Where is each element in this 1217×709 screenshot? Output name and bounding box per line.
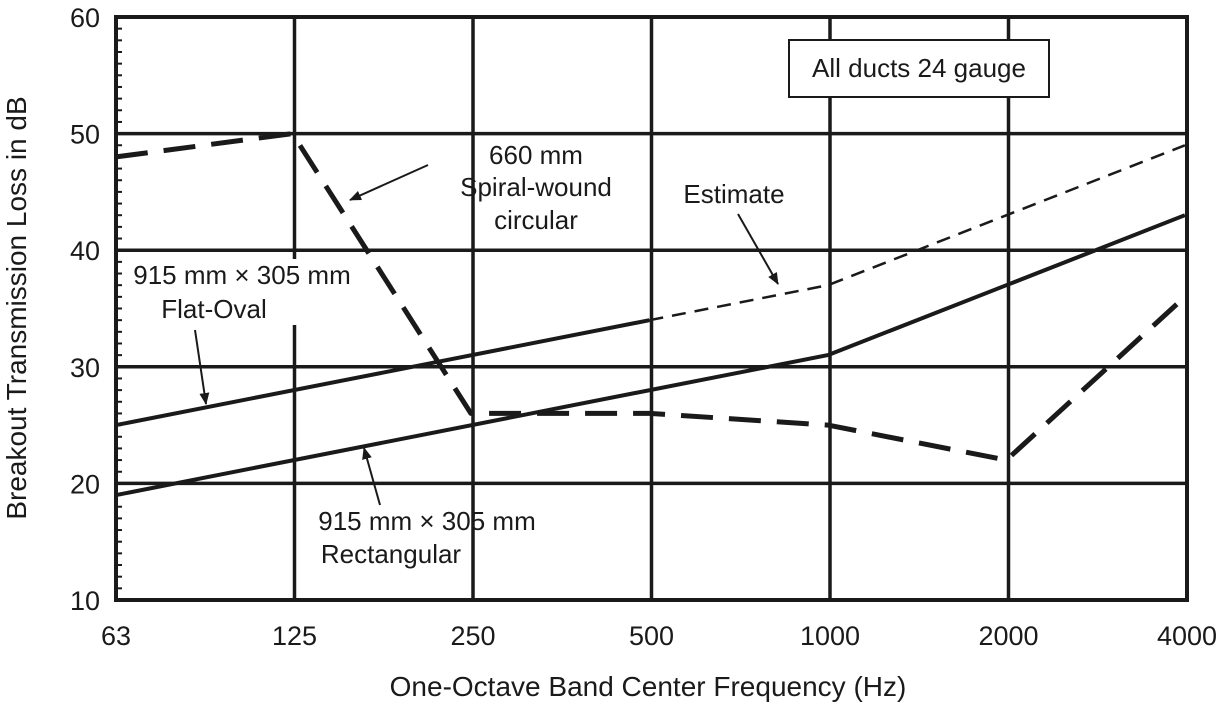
x-tick-label-500: 500 [629,621,674,651]
x-tick-label-4000: 4000 [1157,621,1217,651]
y-tick-label-20: 20 [70,469,100,499]
x-tick-label-125: 125 [272,621,317,651]
annotation-flat-oval-line1: 915 mm × 305 mm [133,260,350,290]
annotation-rectangular: 915 mm × 305 mm Rectangular [318,448,535,569]
annotation-spiral-line2: Spiral-wound [460,172,612,202]
x-tick-label-1000: 1000 [800,621,860,651]
y-tick-label-10: 10 [70,586,100,616]
y-tick-label-50: 50 [70,120,100,150]
annotation-spiral-line3: circular [494,205,578,235]
legend-box-text: All ducts 24 gauge [812,53,1026,83]
annotation-rectangular-line2: Rectangular [321,539,462,569]
x-tick-label-63: 63 [101,621,131,651]
annotation-rectangular-line1: 915 mm × 305 mm [318,506,535,536]
x-tick-label-2000: 2000 [978,621,1038,651]
y-tick-label-30: 30 [70,353,100,383]
annotation-flat-oval-line2: Flat-Oval [161,294,266,324]
y-tick-label-60: 60 [70,3,100,33]
annotation-flat-oval: 915 mm × 305 mm Flat-Oval [124,259,358,404]
y-axis-label: Breakout Transmission Loss in dB [1,96,32,519]
series-line-1 [649,145,1185,320]
x-axis-label: One-Octave Band Center Frequency (Hz) [390,671,907,702]
annotation-spiral: 660 mm Spiral-wound circular [350,140,612,235]
annotation-spiral-arrow [350,165,428,200]
annotation-spiral-line1: 660 mm [489,140,583,170]
annotation-rectangular-arrow [364,448,380,505]
annotation-estimate-text: Estimate [683,179,784,209]
y-tick-label-40: 40 [70,236,100,266]
annotation-estimate: Estimate [683,179,784,284]
x-tick-labels: 63 125 250 500 1000 2000 4000 [101,621,1217,651]
y-tick-labels: 10 20 30 40 50 60 [70,3,100,616]
x-tick-label-250: 250 [450,621,495,651]
